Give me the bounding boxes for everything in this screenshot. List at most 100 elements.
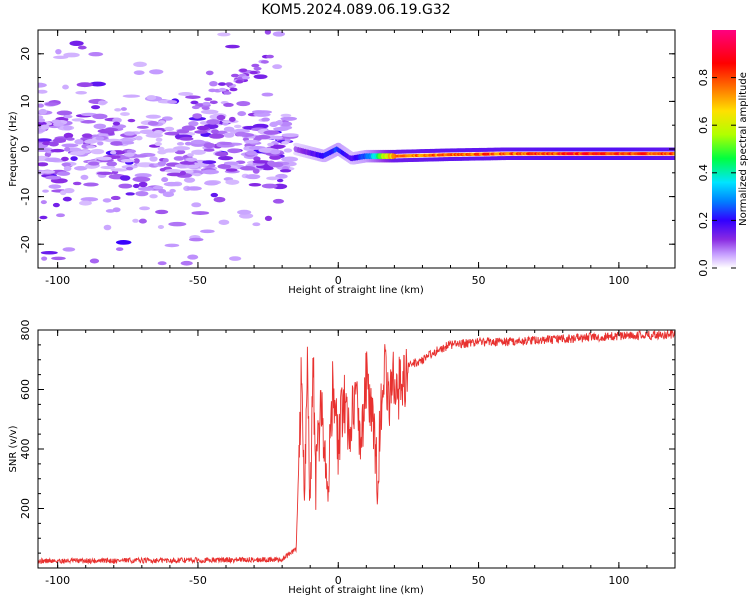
spectrogram-cell [120, 112, 130, 116]
spectrogram-cell [80, 197, 99, 202]
spectrogram-cell [66, 137, 75, 141]
spectrogram-cell [77, 45, 87, 50]
spectrogram-cell [178, 92, 194, 96]
spectrogram-cell [40, 124, 50, 130]
spectrogram-cell [63, 114, 73, 119]
spectrogram-cell [149, 194, 158, 199]
spectrogram-cell [272, 64, 283, 70]
figure-title: KOM5.2024.089.06.19.G32 [261, 2, 450, 18]
spectrogram-cell [249, 70, 258, 75]
snr-x-label: Height of straight line (km) [288, 585, 424, 596]
spectrogram-cell [227, 148, 242, 154]
spectrogram-cell [163, 148, 178, 153]
spectrogram-cell [89, 81, 106, 87]
spectrogram-cell [200, 229, 215, 234]
spectrogram-cell [123, 131, 136, 136]
spectrogram-cell [38, 162, 49, 167]
spectrogram-cell [167, 100, 178, 104]
spectrogram-cell [147, 120, 159, 126]
spectrogram-cell [79, 149, 92, 154]
spectrogram-cell [190, 100, 199, 105]
spectrogram-cell [270, 135, 283, 140]
spectrogram-cell [157, 149, 167, 155]
snr-frame [37, 329, 676, 569]
spectrogram-cell [214, 151, 229, 157]
spectrogram-cell [133, 158, 140, 164]
spectrogram-cell [191, 149, 206, 155]
spectrogram-cell [183, 177, 196, 183]
spectrogram-cell [245, 150, 257, 156]
spectrogram-cell [157, 261, 167, 266]
spectrogram-cell [189, 237, 204, 242]
spectrogram-cell [52, 138, 67, 143]
spectrogram-cell [48, 141, 59, 147]
spectrogram-cell [106, 161, 118, 167]
spectrogram-cell [232, 128, 250, 134]
colorbar-tick-label: 0.6 [697, 116, 710, 134]
spectrogram-cell [209, 100, 218, 105]
spectrogram-cell [146, 95, 157, 101]
spectrogram-cell [248, 182, 262, 187]
spectrogram-cell [64, 146, 71, 152]
spectrogram-cell [76, 82, 93, 88]
spectrogram-cell [280, 116, 298, 121]
spectrogram-cell [44, 102, 59, 106]
snr-ticks: -100 -50 0 50 100 200 400 600 800 [19, 320, 676, 587]
spectrogram-cell [266, 176, 280, 181]
spectrogram-cell [145, 114, 161, 119]
spectrogram-cell [187, 254, 199, 260]
spectrogram-cell [63, 165, 72, 172]
spectrogram-cell [138, 181, 148, 188]
spectrogram-cell [280, 113, 292, 118]
spectrogram-cell [138, 218, 147, 224]
spectrogram-cell [279, 169, 292, 173]
snr-y-tick-label: 400 [19, 439, 32, 460]
spectrogram-y-label: Frequency (Hz) [8, 111, 19, 187]
spectrogram-cell [74, 166, 88, 171]
spectrogram-cell [253, 66, 262, 71]
spectrogram-cell [120, 107, 127, 111]
spectrogram-cell [243, 139, 260, 144]
spectrogram-cell [62, 196, 72, 202]
spectrogram-cell [223, 102, 234, 107]
spectrogram-cell [119, 175, 131, 181]
spectrogram-cell [135, 135, 143, 141]
spectrogram-cell [190, 139, 206, 145]
spectrogram-cell [272, 31, 286, 37]
spectrogram-cell [203, 148, 215, 152]
spectrogram-cell [95, 136, 105, 141]
spectrogram-cell [218, 87, 227, 92]
spectrogram-cell [118, 183, 133, 189]
snr-x-tick-label: 0 [335, 574, 342, 587]
spectrogram-cells [38, 30, 675, 266]
spectrogram-cell [261, 92, 274, 97]
spectrogram-cell [115, 247, 124, 251]
spectrogram-cell [110, 195, 121, 201]
snr-y-label: SNR (v/v) [8, 425, 19, 472]
spectrogram-cell [179, 161, 195, 165]
spectrogram-cell [223, 126, 235, 132]
spectrogram-cell [97, 156, 112, 161]
spectrogram-y-tick-label: 10 [19, 94, 32, 108]
spectrogram-cell [270, 121, 282, 126]
spectrogram-cell [115, 240, 132, 245]
snr-x-tick-label: 100 [608, 574, 629, 587]
spectrogram-cell [110, 141, 124, 146]
spectrogram-cell [90, 148, 105, 155]
spectrogram-cell [264, 215, 273, 222]
spectrogram-cell [38, 118, 45, 123]
spectrogram-cell [269, 154, 282, 160]
spectrogram-cell [223, 161, 240, 166]
spectrogram-cell [268, 162, 284, 168]
spectrogram-cell [179, 136, 194, 141]
spectrogram-cell [56, 213, 65, 218]
spectrogram-cell [88, 161, 100, 166]
spectrogram-cell [136, 125, 149, 129]
spectrogram-cell [225, 44, 240, 49]
spectrogram-cell [132, 176, 151, 183]
spectrogram-cell [92, 113, 108, 120]
colorbar: 0.0 0.2 0.4 0.6 0.8 Normalized spectral ampl… [697, 30, 749, 277]
spectrogram-cell [62, 247, 76, 252]
spectrogram-cell [38, 103, 44, 108]
